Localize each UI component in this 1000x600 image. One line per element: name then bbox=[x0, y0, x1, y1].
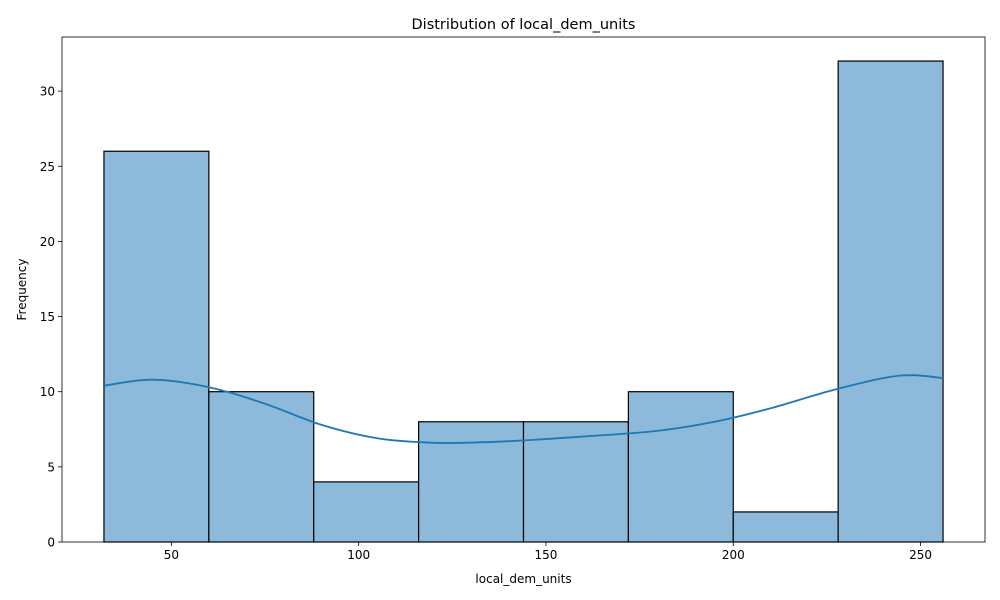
y-tick-label: 25 bbox=[40, 160, 55, 174]
histogram-bar bbox=[208, 391, 315, 543]
y-tick-label: 10 bbox=[40, 385, 55, 399]
y-tick-label: 20 bbox=[40, 235, 55, 249]
histogram-bar bbox=[732, 511, 839, 543]
y-tick-label: 0 bbox=[47, 536, 55, 550]
x-tick-label: 50 bbox=[164, 548, 179, 562]
plot-frame bbox=[61, 36, 986, 543]
x-axis-ticks: 50 100 150 200 250 bbox=[164, 542, 932, 562]
x-tick-label: 150 bbox=[535, 548, 558, 562]
x-tick-label: 250 bbox=[909, 548, 932, 562]
y-tick-label: 15 bbox=[40, 310, 55, 324]
y-axis-ticks: 0 5 10 15 20 25 30 bbox=[40, 85, 62, 550]
chart-title: Distribution of local_dem_units bbox=[412, 17, 636, 33]
histogram-bar bbox=[313, 481, 420, 543]
x-axis-label: local_dem_units bbox=[475, 572, 571, 586]
x-tick-label: 200 bbox=[722, 548, 745, 562]
y-axis-label: Frequency bbox=[15, 259, 29, 321]
plot-area bbox=[103, 60, 944, 543]
histogram-bar bbox=[837, 60, 944, 543]
y-tick-label: 5 bbox=[47, 460, 55, 474]
histogram-bar bbox=[103, 150, 210, 543]
y-tick-label: 30 bbox=[40, 85, 55, 99]
histogram-bar bbox=[418, 421, 525, 543]
histogram-bar bbox=[627, 391, 734, 543]
x-tick-label: 100 bbox=[347, 548, 370, 562]
kde-line bbox=[103, 374, 944, 444]
